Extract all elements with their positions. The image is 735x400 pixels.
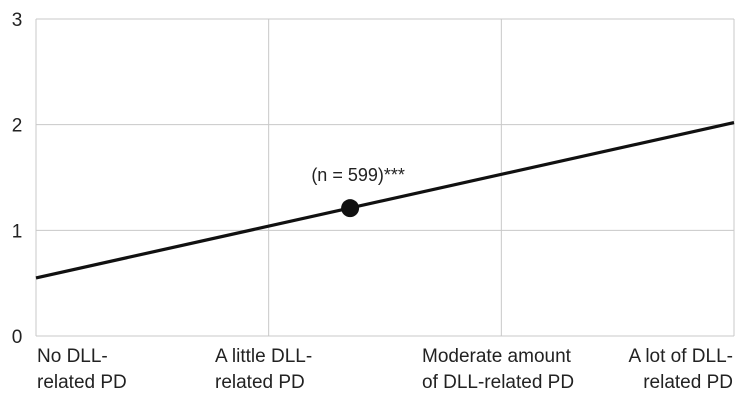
y-axis-ticks: 0 1 2 3 bbox=[12, 10, 23, 348]
x-label-0-line-2: related PD bbox=[37, 372, 127, 393]
y-tick-label-0: 0 bbox=[12, 327, 23, 348]
gridlines bbox=[35, 18, 735, 337]
data-point-label-0: (n = 599)*** bbox=[311, 165, 405, 185]
x-label-0: No DLL- related PD bbox=[37, 344, 127, 396]
x-label-1-line-1: A little DLL- bbox=[215, 346, 313, 367]
x-label-2-line-1: Moderate amount bbox=[422, 346, 571, 367]
x-label-1: A little DLL- related PD bbox=[215, 344, 312, 396]
data-point-0 bbox=[341, 199, 360, 218]
series-line-0 bbox=[35, 121, 735, 280]
y-tick-label-2: 2 bbox=[12, 116, 23, 137]
x-label-0-line-1: No DLL- bbox=[37, 346, 108, 367]
x-label-3: A lot of DLL- related PD bbox=[628, 344, 733, 396]
data-points: (n = 599)*** bbox=[311, 165, 405, 218]
x-label-3-line-2: related PD bbox=[643, 372, 733, 393]
y-tick-label-3: 3 bbox=[12, 10, 23, 31]
x-label-1-line-2: related PD bbox=[215, 372, 305, 393]
x-label-3-line-1: A lot of DLL- bbox=[628, 346, 733, 367]
y-tick-label-1: 1 bbox=[12, 221, 23, 242]
x-label-2: Moderate amount of DLL-related PD bbox=[422, 344, 574, 396]
series-lines bbox=[35, 121, 735, 280]
x-label-2-line-2: of DLL-related PD bbox=[422, 372, 575, 393]
